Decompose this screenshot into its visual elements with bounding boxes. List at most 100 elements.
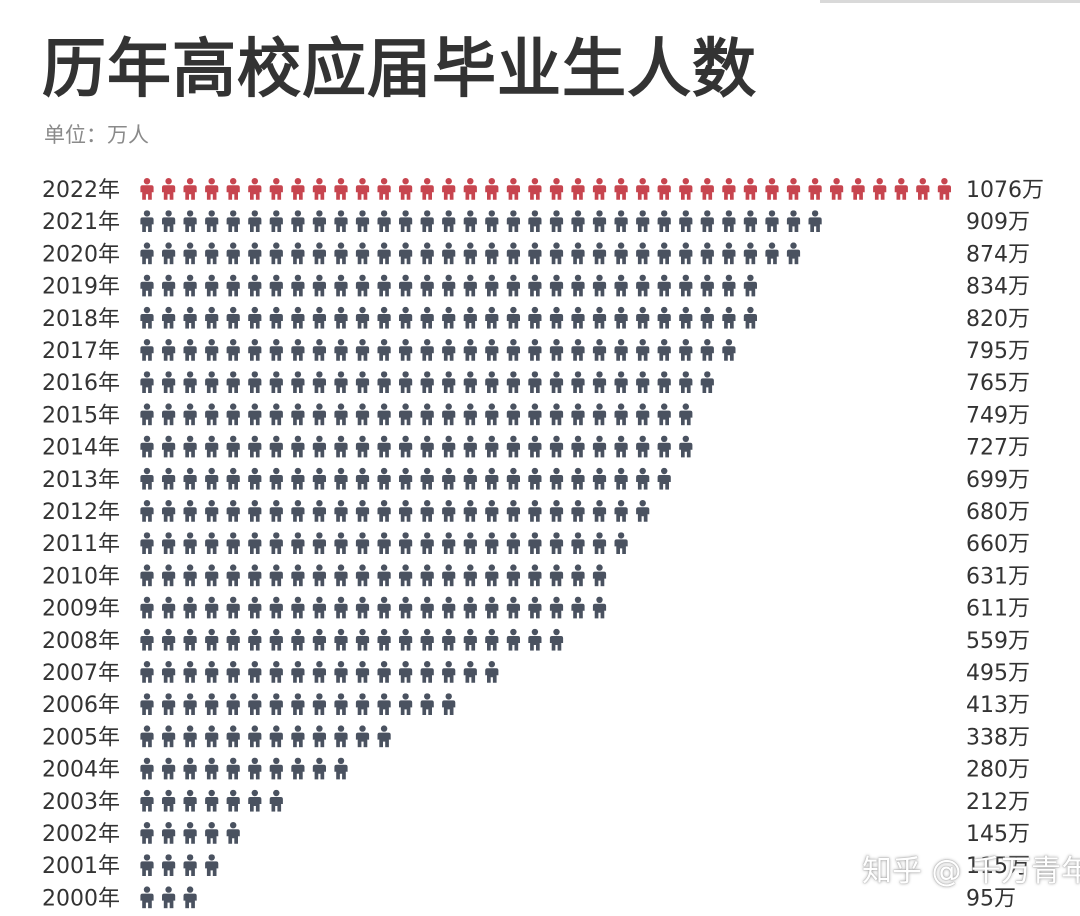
person-icon — [140, 274, 154, 297]
person-icon — [162, 789, 176, 812]
person-icon — [420, 403, 434, 426]
person-icon — [399, 306, 413, 329]
person-icon — [420, 210, 434, 232]
person-icon — [291, 210, 305, 232]
person-icon — [269, 210, 283, 232]
value-label: 874万 — [966, 242, 1030, 267]
person-icon — [442, 596, 456, 619]
person-icon — [140, 210, 154, 232]
person-icon — [291, 628, 305, 651]
person-icon — [485, 500, 499, 522]
person-icon — [636, 242, 650, 265]
person-icon — [485, 371, 499, 393]
person-icon — [808, 210, 822, 232]
chart-row: 2007年 495万 — [42, 661, 1030, 686]
chart-row: 2015年 749万 — [42, 403, 1030, 428]
person-icon — [334, 596, 348, 619]
person-icon — [140, 564, 154, 587]
person-icon — [269, 757, 283, 780]
person-icon — [743, 306, 757, 329]
person-icon — [226, 435, 240, 458]
person-icon — [334, 306, 348, 329]
person-icon — [636, 435, 650, 458]
person-icon — [657, 403, 671, 426]
person-icon — [657, 242, 671, 265]
person-icon — [183, 789, 197, 812]
person-icon — [399, 435, 413, 458]
person-icon — [205, 210, 219, 232]
person-icon — [506, 210, 520, 232]
person-icon — [420, 564, 434, 587]
person-icon — [571, 242, 585, 265]
person-icon — [506, 274, 520, 297]
person-icon — [205, 725, 219, 748]
person-icon — [183, 725, 197, 748]
person-icon — [183, 532, 197, 554]
person-icon — [442, 242, 456, 265]
person-icon — [765, 178, 779, 200]
person-icon — [722, 339, 736, 361]
person-icon — [700, 210, 714, 232]
person-icon — [463, 500, 477, 522]
person-icon — [205, 757, 219, 780]
person-icon — [248, 628, 262, 651]
value-label: 820万 — [966, 307, 1030, 332]
person-icon — [205, 339, 219, 361]
person-icon — [269, 242, 283, 265]
person-icon — [183, 242, 197, 265]
person-icon — [506, 306, 520, 329]
person-icon — [528, 178, 542, 200]
person-icon — [248, 596, 262, 619]
person-icon — [614, 242, 628, 265]
person-icon — [420, 693, 434, 715]
person-icon — [700, 242, 714, 265]
person-icon — [506, 532, 520, 554]
year-label: 2003年 — [42, 790, 120, 815]
person-icon — [679, 371, 693, 393]
person-icon — [399, 661, 413, 683]
person-icon — [549, 532, 564, 554]
value-label: 909万 — [966, 210, 1030, 235]
person-icon — [269, 500, 283, 522]
person-icon — [162, 435, 176, 458]
person-icon — [442, 628, 456, 651]
person-icon — [420, 596, 434, 619]
person-icon — [614, 178, 628, 200]
person-icon — [205, 661, 219, 683]
person-icon — [549, 242, 564, 265]
person-icon — [355, 210, 370, 232]
person-icon — [355, 274, 370, 297]
person-icon — [183, 339, 197, 361]
person-icon — [592, 596, 607, 619]
person-icon — [312, 628, 326, 651]
person-icon — [377, 242, 391, 265]
person-icon — [312, 661, 326, 683]
person-icon — [355, 306, 370, 329]
person-icon — [549, 339, 564, 361]
person-icon — [312, 564, 326, 587]
person-icon — [291, 757, 305, 780]
person-icon — [183, 757, 197, 780]
person-icon — [614, 339, 628, 361]
person-icon — [248, 371, 262, 393]
year-label: 2005年 — [42, 725, 120, 750]
year-label: 2013年 — [42, 468, 120, 493]
person-icon — [183, 371, 197, 393]
person-icon — [528, 564, 542, 587]
person-icon — [377, 693, 391, 715]
person-icon — [183, 274, 197, 297]
person-icon — [657, 306, 671, 329]
person-icon — [140, 467, 154, 490]
person-icon — [334, 532, 348, 554]
person-icon — [679, 210, 693, 232]
person-icon — [506, 596, 520, 619]
person-icon — [571, 564, 585, 587]
person-icon — [183, 178, 197, 200]
person-icon — [657, 274, 671, 297]
person-icon — [162, 628, 176, 651]
person-icon — [377, 210, 391, 232]
person-icon — [355, 339, 370, 361]
chart-row: 2003年 212万 — [42, 790, 1030, 815]
person-icon — [248, 467, 262, 490]
person-icon — [162, 822, 176, 844]
